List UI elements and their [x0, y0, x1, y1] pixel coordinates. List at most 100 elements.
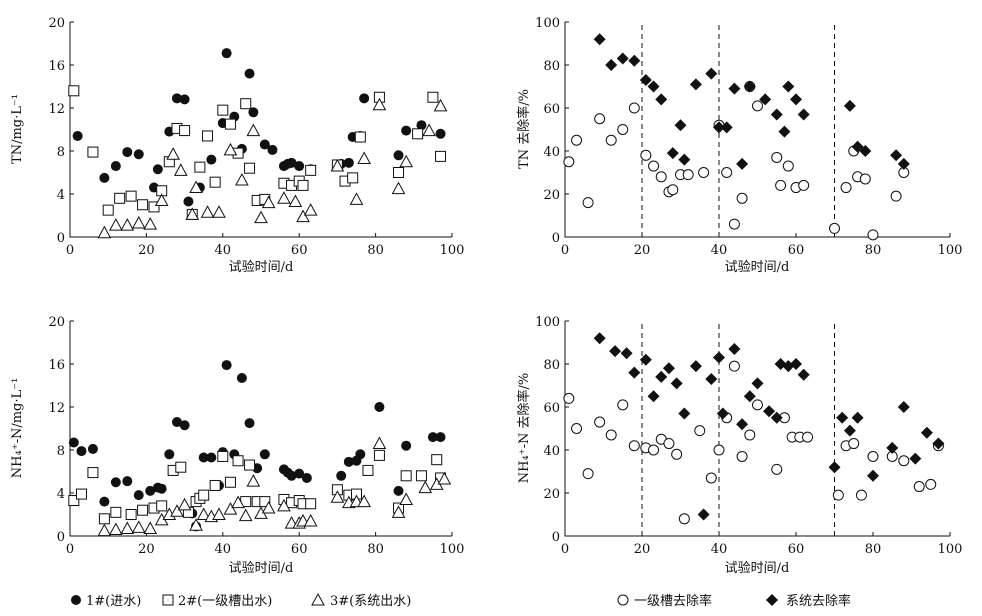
y-tick-label: 8 — [57, 145, 65, 160]
data-point-open-circle — [713, 444, 725, 456]
data-point-filled-circle — [286, 157, 297, 168]
data-point-open-triangle — [108, 218, 123, 231]
data-point-open-circle — [582, 468, 594, 480]
data-point-open-circle — [898, 455, 910, 467]
x-tick-label: 20 — [634, 243, 651, 258]
y-tick-label: 4 — [57, 487, 65, 502]
data-point-open-triangle — [238, 508, 253, 522]
data-point-open-triangle — [212, 205, 226, 218]
data-point-open-circle — [728, 360, 740, 372]
data-point-filled-circle — [336, 470, 347, 481]
data-point-open-circle — [855, 489, 867, 501]
data-point-open-triangle — [303, 203, 318, 216]
data-point-filled-diamond — [593, 33, 606, 46]
y-tick-label: 80 — [543, 59, 560, 74]
data-point-open-triangle — [131, 215, 146, 229]
data-point-filled-circle — [416, 120, 427, 131]
data-point-open-square — [68, 85, 80, 97]
data-point-open-square — [114, 192, 126, 204]
data-point-open-circle — [694, 425, 706, 437]
x-tick-label: 60 — [291, 542, 308, 557]
data-point-filled-diamond — [797, 368, 810, 381]
data-point-open-square — [102, 204, 114, 216]
data-point-open-square — [232, 455, 244, 467]
y-tick-label: 12 — [48, 102, 65, 117]
data-point-open-circle — [736, 450, 748, 462]
data-point-filled-diamond — [797, 108, 810, 121]
data-point-filled-diamond — [843, 99, 856, 112]
y-tick-label: 60 — [543, 401, 560, 416]
data-point-filled-circle — [435, 128, 446, 139]
data-point-open-triangle — [254, 210, 268, 224]
data-point-filled-circle — [427, 432, 438, 443]
legend-label-system-effluent: 3#(系统出水) — [330, 594, 411, 609]
data-point-open-square — [217, 450, 229, 462]
data-point-open-triangle — [391, 505, 406, 518]
data-point-filled-circle — [99, 496, 110, 507]
data-point-filled-diamond — [666, 147, 679, 160]
data-point-open-circle — [771, 463, 783, 475]
legend-item-system-removal: 系统去除率 — [766, 593, 851, 609]
data-point-open-circle — [721, 167, 733, 178]
data-point-filled-diamond — [770, 108, 783, 121]
data-point-open-circle — [832, 489, 844, 501]
data-point-filled-diamond — [932, 437, 945, 450]
data-point-open-circle — [563, 392, 575, 404]
data-point-open-circle — [678, 513, 690, 525]
data-point-open-square — [305, 164, 317, 176]
data-point-filled-diamond — [790, 93, 802, 106]
data-point-open-square — [415, 470, 427, 482]
data-point-open-triangle — [166, 147, 180, 160]
y-axis-label-nh4-concentration: NH₄⁺-N/mg·L⁻¹ — [10, 378, 25, 478]
data-point-filled-diamond — [897, 157, 910, 170]
y-tick-label: 100 — [535, 16, 560, 31]
data-point-filled-diamond — [751, 377, 764, 390]
legend-item-primary-removal: 一级槽去除率 — [617, 593, 712, 609]
x-tick-label: 100 — [440, 243, 465, 258]
data-point-open-circle — [829, 222, 840, 234]
data-point-filled-diamond — [609, 345, 622, 358]
data-point-filled-diamond — [836, 411, 849, 424]
x-tick-label: 20 — [634, 542, 651, 557]
data-point-open-square — [75, 488, 87, 500]
panel-tn-removal: 0 20 40 60 80 100 0 20 40 60 80 100 试验时间/d TN 去除率/% — [516, 16, 962, 275]
data-point-open-circle — [925, 478, 937, 490]
data-point-open-circle — [563, 156, 575, 168]
y-tick-label: 100 — [535, 315, 560, 330]
data-point-filled-diamond — [851, 140, 864, 153]
data-point-open-triangle — [120, 521, 135, 534]
y-tick-label: 20 — [48, 315, 65, 330]
data-point-open-square — [435, 150, 447, 162]
legend-label-influent: 1#(进水) — [86, 594, 141, 609]
legend-item-primary-effluent: 2#(一级槽出水) — [162, 594, 272, 609]
data-point-open-square — [362, 464, 374, 476]
data-point-open-triangle — [418, 480, 433, 494]
data-point-open-square — [259, 496, 271, 508]
data-point-filled-diamond — [720, 121, 733, 134]
data-point-open-square — [217, 104, 229, 116]
data-point-open-triangle — [189, 518, 203, 531]
data-point-filled-circle — [401, 125, 412, 136]
data-point-open-triangle — [372, 97, 387, 111]
x-tick-label: 100 — [938, 542, 963, 557]
data-point-filled-diamond — [616, 52, 629, 65]
data-point-open-triangle — [288, 194, 303, 208]
data-point-filled-circle — [359, 93, 370, 104]
y-tick-label: 0 — [552, 231, 560, 246]
data-point-filled-diamond — [851, 411, 864, 424]
data-point-open-triangle — [277, 191, 291, 204]
data-point-open-circle — [728, 218, 740, 230]
data-point-open-circle — [617, 124, 629, 135]
data-point-filled-circle — [435, 432, 446, 443]
data-point-open-square — [137, 504, 149, 516]
data-point-filled-diamond — [689, 360, 702, 373]
data-point-open-triangle — [223, 502, 238, 515]
data-point-open-square — [87, 146, 99, 158]
y-tick-label: 80 — [543, 358, 560, 373]
data-point-open-square — [125, 509, 137, 520]
data-point-filled-diamond — [670, 377, 683, 390]
data-point-filled-circle — [122, 476, 133, 487]
data-point-open-square — [125, 190, 137, 202]
data-point-open-circle — [582, 197, 594, 209]
data-point-filled-diamond — [843, 424, 856, 437]
